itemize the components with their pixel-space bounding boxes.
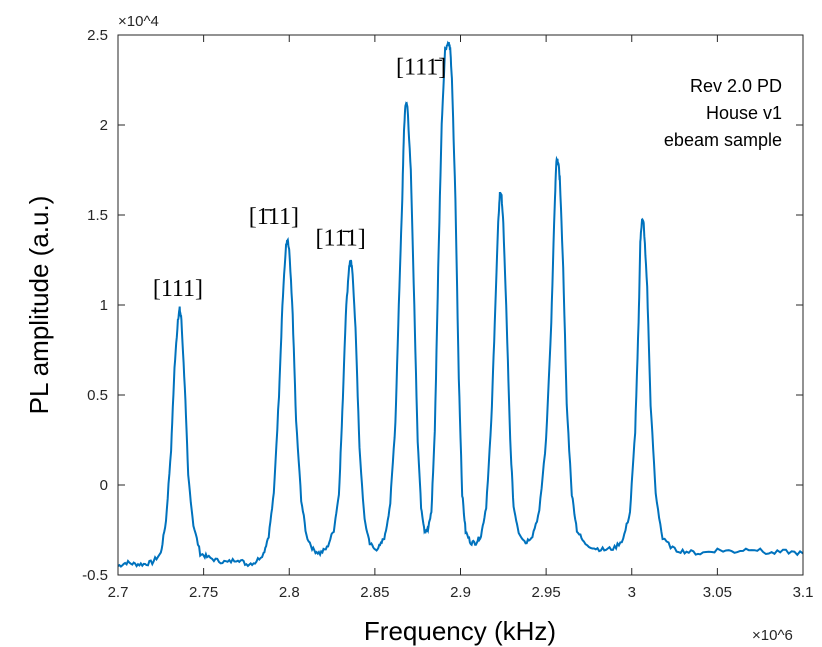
x-multiplier-label: ×10^6 — [752, 627, 793, 644]
x-tick-label: 2.85 — [360, 584, 389, 601]
y-multiplier-label: ×10^4 — [118, 13, 159, 30]
series-line — [117, 40, 804, 568]
annotation-line-2: House v1 — [706, 103, 782, 123]
tick-labels: 2.7 2.75 2.8 2.85 2.9 2.95 3 3.05 3.1 -0.5 0 0.5 1 1.… — [82, 27, 813, 601]
plot-frame — [117, 34, 804, 576]
annotation-line-3: ebeam sample — [664, 130, 782, 150]
y-tick-label: 0 — [100, 477, 108, 494]
x-axis-label: Frequency (kHz) — [364, 616, 556, 646]
x-tick-label: 3.05 — [703, 584, 732, 601]
y-tick-label: -0.5 — [82, 567, 108, 584]
y-tick-label: 1 — [100, 297, 108, 314]
y-tick-label: 2 — [100, 117, 108, 134]
x-tick-label: 2.75 — [189, 584, 218, 601]
x-tick-label: 3 — [628, 584, 636, 601]
peak-label: [111] — [153, 276, 203, 302]
y-tick-label: 0.5 — [87, 387, 108, 404]
y-axis-label: PL amplitude (a.u.) — [24, 196, 54, 415]
peak-label: [11̄1] — [316, 226, 366, 252]
peak-label: [1̄11] — [249, 204, 299, 230]
x-tick-label: 2.95 — [532, 584, 561, 601]
peak-labels: [111] [1̄11] [11̄1] [111̄] — [153, 55, 446, 302]
y-tick-label: 1.5 — [87, 207, 108, 224]
x-tick-label: 2.8 — [279, 584, 300, 601]
x-tick-label: 2.9 — [450, 584, 471, 601]
x-tick-label: 2.7 — [108, 584, 129, 601]
plot-background — [118, 35, 803, 575]
y-tick-label: 2.5 — [87, 27, 108, 44]
annotation-line-1: Rev 2.0 PD — [690, 76, 782, 96]
peak-label: [111̄] — [396, 55, 446, 81]
x-tick-label: 3.1 — [793, 584, 814, 601]
